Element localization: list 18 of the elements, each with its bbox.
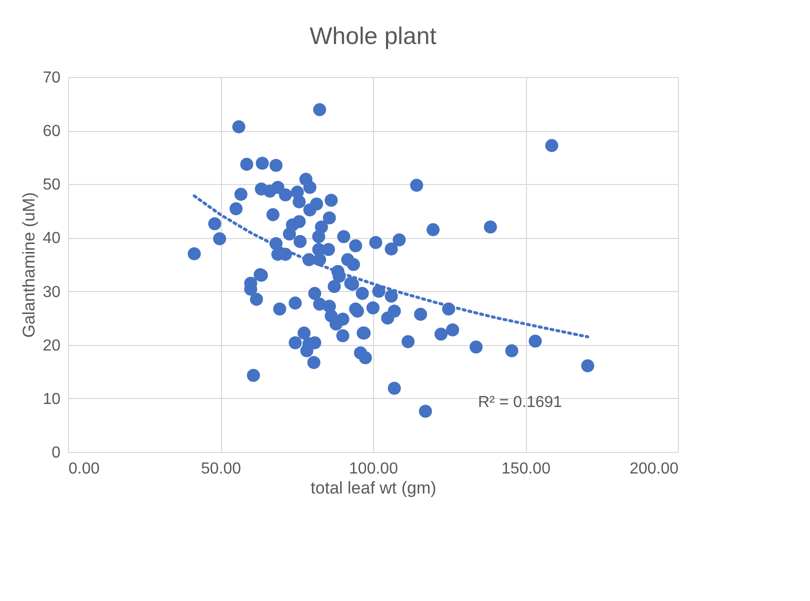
x-tick-label: 200.00 [630, 460, 679, 478]
x-tick-label: 100.00 [349, 460, 398, 478]
y-tick-label: 10 [42, 390, 61, 408]
y-tick-label: 50 [42, 176, 61, 194]
x-tick-label: 0.00 [68, 460, 100, 478]
chart-title: Whole plant [310, 23, 437, 50]
line-series [192, 194, 590, 338]
y-tick-label: 0 [52, 444, 61, 462]
y-tick-label: 30 [42, 284, 61, 301]
x-tick-label: 50.00 [200, 460, 242, 478]
annotation: R² = 0.1691 [478, 394, 562, 411]
y-tick-label: 70 [42, 70, 61, 86]
x-axis-title: total leaf wt (gm) [310, 478, 436, 498]
y-tick-label: 60 [42, 123, 61, 140]
y-tick-label: 20 [42, 337, 61, 354]
y-tick-label: 40 [42, 230, 61, 248]
x-tick-label: 150.00 [502, 460, 551, 478]
y-axis-title: Galanthamine (uM) [20, 192, 39, 338]
